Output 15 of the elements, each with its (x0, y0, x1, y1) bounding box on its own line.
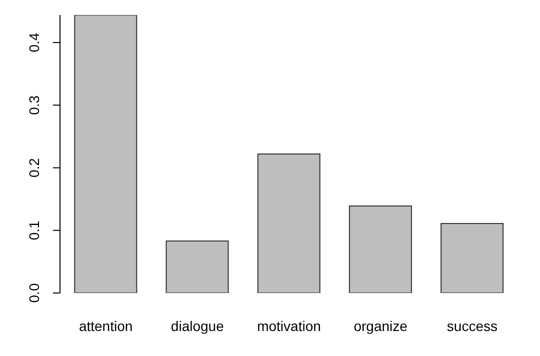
x-tick-label: organize (354, 318, 408, 334)
bar (74, 15, 138, 293)
x-tick-label: dialogue (170, 318, 224, 334)
y-tick-label: 0.3 (26, 95, 42, 115)
y-tick-label: 0.0 (26, 283, 42, 303)
bar (257, 154, 320, 293)
y-tick-label: 0.2 (26, 158, 42, 178)
bar (348, 205, 412, 293)
x-tick-label: attention (78, 318, 133, 334)
x-tick-label: success (446, 318, 498, 334)
x-tick-label: motivation (257, 318, 321, 334)
bar (166, 240, 229, 293)
y-tick-label: 0.4 (26, 32, 42, 52)
bar (440, 223, 504, 293)
y-tick-label: 0.1 (26, 220, 42, 240)
